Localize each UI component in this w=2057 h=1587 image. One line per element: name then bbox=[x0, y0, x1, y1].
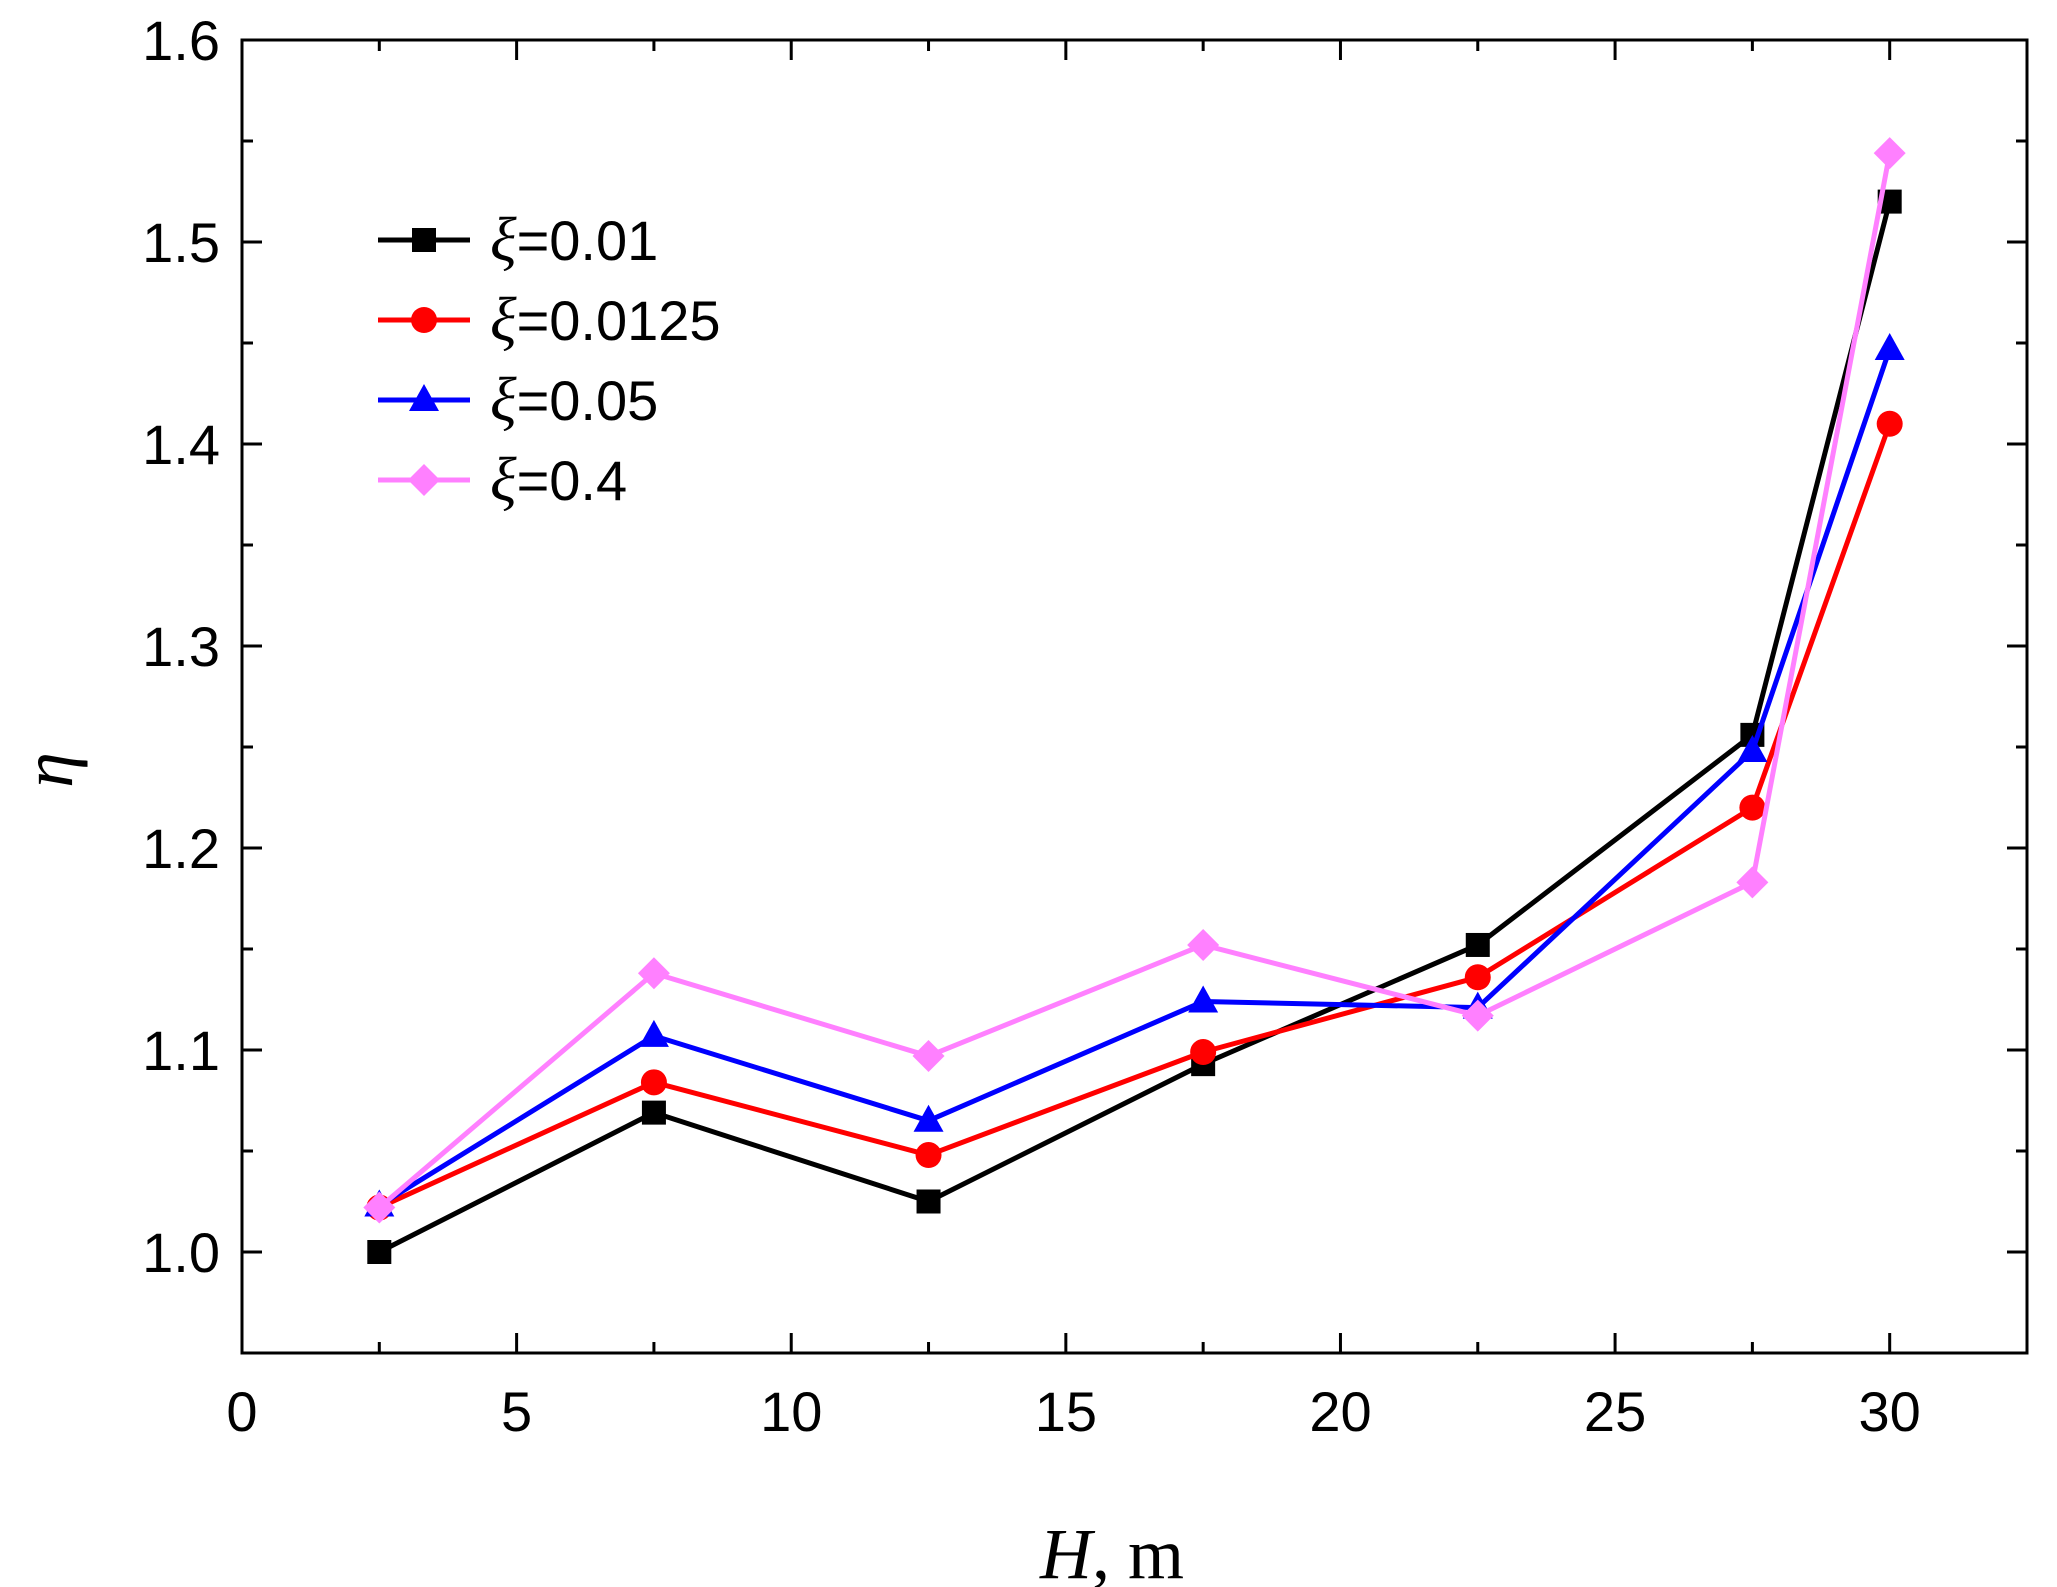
data-point bbox=[638, 1019, 669, 1047]
data-point bbox=[367, 1240, 392, 1264]
plot-frame bbox=[240, 38, 2029, 1355]
data-point bbox=[912, 1040, 945, 1073]
y-tick-label: 1.2 bbox=[142, 817, 220, 880]
series-line bbox=[378, 200, 1893, 1255]
legend-symbol: ξ bbox=[490, 446, 517, 514]
data-point bbox=[916, 1189, 941, 1214]
legend-item: ξ=0.05 bbox=[378, 366, 658, 434]
y-axis-title: η bbox=[8, 752, 88, 788]
series-2 bbox=[366, 410, 1903, 1221]
x-axis-title-variable: H bbox=[1039, 1514, 1096, 1587]
axis-ticks bbox=[240, 38, 2029, 1355]
y-tick-label: 1.1 bbox=[142, 1019, 220, 1082]
legend-label: ξ=0.0125 bbox=[490, 286, 721, 354]
data-point bbox=[641, 1100, 666, 1125]
legend-label: ξ=0.4 bbox=[490, 446, 627, 514]
y-tick-label: 1.0 bbox=[142, 1221, 220, 1284]
x-tick-label: 25 bbox=[1584, 1380, 1646, 1443]
data-point bbox=[915, 1142, 942, 1169]
legend-marker bbox=[408, 464, 440, 496]
legend-marker bbox=[409, 384, 439, 411]
legend-symbol: ξ bbox=[490, 206, 517, 274]
data-point bbox=[1464, 964, 1491, 991]
data-point bbox=[1190, 1039, 1217, 1066]
data-point bbox=[637, 957, 670, 990]
data-point bbox=[1739, 794, 1766, 821]
data-point bbox=[1737, 735, 1768, 763]
legend-symbol: ξ bbox=[490, 366, 517, 434]
series-line bbox=[378, 422, 1893, 1210]
y-tick-label: 1.3 bbox=[142, 615, 220, 678]
data-point bbox=[1188, 985, 1219, 1013]
x-tick-label: 10 bbox=[760, 1380, 822, 1443]
y-tick-label: 1.4 bbox=[142, 413, 220, 476]
data-point bbox=[363, 1191, 396, 1224]
x-tick-label: 20 bbox=[1309, 1380, 1371, 1443]
legend-label: ξ=0.01 bbox=[490, 206, 658, 274]
series-layer bbox=[363, 137, 1906, 1264]
data-point bbox=[1736, 866, 1769, 899]
legend-label: ξ=0.05 bbox=[490, 366, 658, 434]
data-point bbox=[1873, 137, 1906, 170]
legend-item: ξ=0.4 bbox=[378, 446, 627, 514]
x-axis-title: H, m bbox=[1039, 1514, 1184, 1587]
legend-value: =0.01 bbox=[517, 209, 659, 272]
legend-item: ξ=0.01 bbox=[378, 206, 658, 274]
data-point bbox=[1461, 999, 1494, 1032]
y-tick-label: 1.6 bbox=[142, 9, 220, 72]
legend-value: =0.05 bbox=[517, 369, 659, 432]
data-point bbox=[640, 1069, 667, 1096]
x-tick-label: 0 bbox=[226, 1380, 257, 1443]
data-point bbox=[913, 1104, 944, 1132]
legend-item: ξ=0.0125 bbox=[378, 286, 721, 354]
legend-marker bbox=[412, 228, 436, 252]
x-tick-label: 5 bbox=[501, 1380, 532, 1443]
series-4 bbox=[363, 137, 1906, 1224]
data-point bbox=[1465, 932, 1490, 957]
y-tick-label: 1.5 bbox=[142, 211, 220, 274]
x-axis-title-unit: , m bbox=[1092, 1514, 1184, 1587]
legend-marker bbox=[411, 307, 437, 333]
legend-symbol: ξ bbox=[490, 286, 517, 354]
data-point bbox=[1187, 928, 1220, 961]
data-point bbox=[1874, 333, 1905, 361]
x-tick-label: 30 bbox=[1859, 1380, 1921, 1443]
legend-value: =0.0125 bbox=[517, 289, 721, 352]
legend-value: =0.4 bbox=[517, 449, 628, 512]
x-tick-label: 15 bbox=[1035, 1380, 1097, 1443]
axis-tick-labels: 0 5 10 15 20 25 30 1.0 1.1 1.2 1.3 1.4 1.5 1.6 bbox=[142, 9, 1921, 1443]
data-point bbox=[1876, 410, 1903, 437]
